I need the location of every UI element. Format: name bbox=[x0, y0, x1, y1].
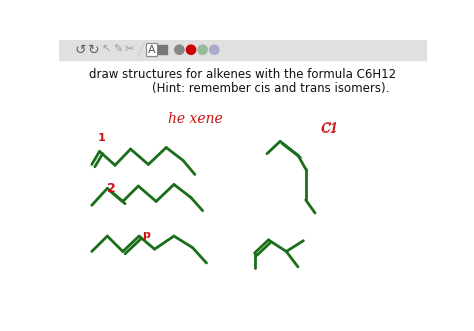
Text: C1: C1 bbox=[321, 122, 339, 135]
Text: 2: 2 bbox=[107, 182, 116, 195]
Circle shape bbox=[186, 45, 196, 54]
Text: A: A bbox=[148, 45, 155, 55]
Text: (Hint: remember cis and trans isomers).: (Hint: remember cis and trans isomers). bbox=[152, 82, 390, 95]
Text: ↺: ↺ bbox=[74, 43, 86, 57]
Text: 1: 1 bbox=[98, 133, 106, 143]
Circle shape bbox=[210, 45, 219, 54]
Text: ↻: ↻ bbox=[88, 43, 99, 57]
Circle shape bbox=[175, 45, 184, 54]
Text: p: p bbox=[142, 229, 150, 240]
Text: C1: C1 bbox=[320, 122, 338, 135]
Circle shape bbox=[198, 45, 207, 54]
Bar bbox=[59, 40, 427, 60]
Text: ╱: ╱ bbox=[137, 42, 145, 57]
Text: ✎: ✎ bbox=[113, 45, 122, 55]
Text: ✂: ✂ bbox=[124, 45, 134, 55]
Text: draw structures for alkenes with the formula C6H12: draw structures for alkenes with the for… bbox=[90, 68, 396, 81]
Text: he xene: he xene bbox=[168, 112, 223, 126]
Bar bbox=[157, 45, 167, 54]
Text: ↖: ↖ bbox=[101, 45, 110, 55]
